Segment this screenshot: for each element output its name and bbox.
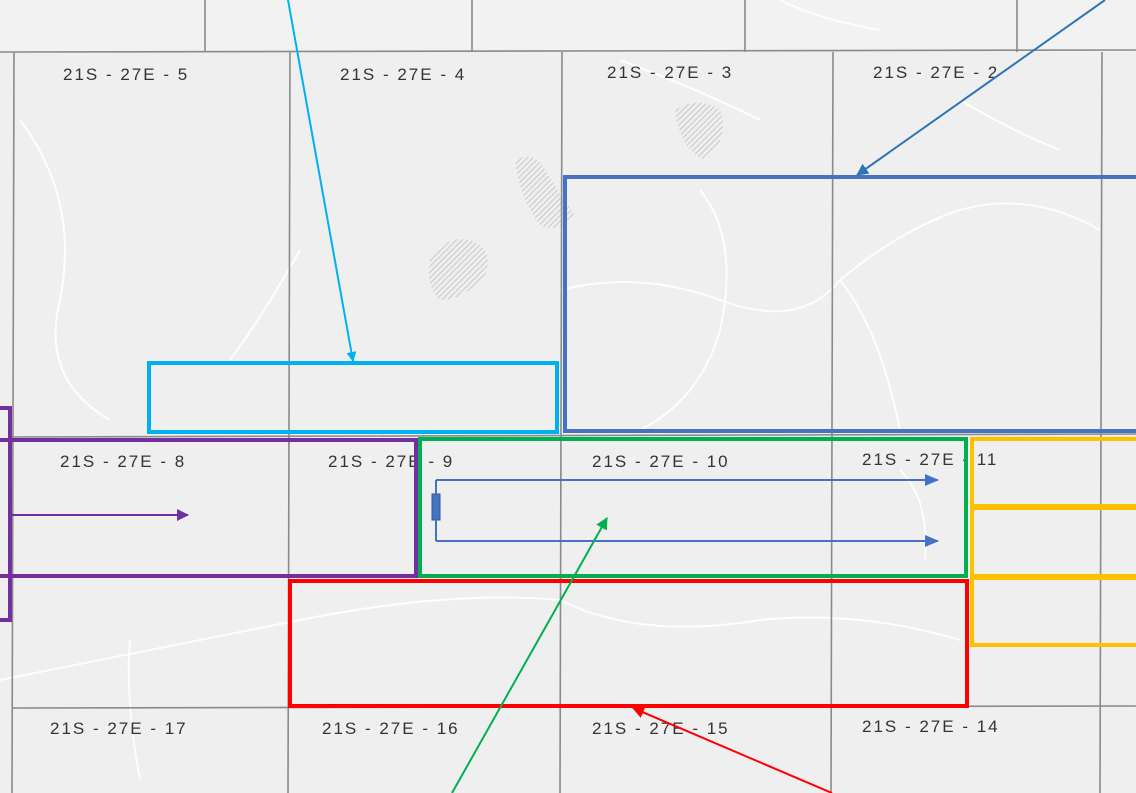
light-blue-pointer-arrow — [287, 0, 357, 362]
section-label: 21S - 27E - 5 — [63, 65, 189, 84]
blue-marker — [431, 493, 441, 521]
section-label: 21S - 27E - 3 — [607, 63, 733, 82]
dark-blue-pointer-arrow — [856, 0, 1106, 176]
section-label: 21S - 27E - 8 — [60, 452, 186, 471]
green-box — [418, 437, 968, 578]
section-label: 21S - 27E - 9 — [328, 452, 454, 471]
section-label: 21S - 27E - 10 — [592, 452, 730, 471]
section-label: 21S - 27E - 4 — [340, 65, 466, 84]
purple-box — [0, 406, 12, 622]
red-box — [288, 579, 969, 708]
blue-box — [563, 175, 1136, 433]
section-label: 21S - 27E - 11 — [862, 450, 998, 469]
purple-box-2 — [0, 438, 418, 578]
map-top-strip — [0, 0, 1136, 52]
yellow-boxes — [970, 437, 1136, 647]
hatched-areas — [428, 102, 723, 300]
section-label: 21S - 27E - 17 — [50, 719, 188, 738]
section-label: 21S - 27E - 16 — [322, 719, 460, 738]
section-label: 21S - 27E - 2 — [873, 63, 999, 82]
red-pointer-arrow — [632, 706, 833, 793]
green-pointer-arrow — [451, 517, 608, 793]
roads — [0, 0, 1101, 781]
section-label: 21S - 27E - 14 — [862, 717, 1000, 736]
section-label: 21S - 27E - 15 — [592, 719, 730, 738]
light-blue-box — [147, 361, 559, 434]
